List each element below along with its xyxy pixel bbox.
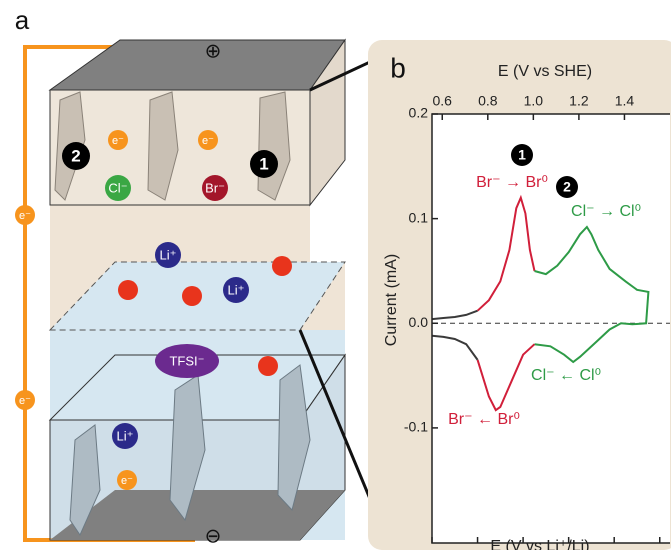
y-tick-label: 0.2 <box>409 105 429 121</box>
plot-area <box>432 114 670 543</box>
annotation: Br⁻ → Br⁰ <box>476 174 548 191</box>
sign: ⊖ <box>205 525 222 547</box>
x2-tick-label: 0.6 <box>433 93 453 109</box>
y-tick-label: 0.0 <box>409 314 429 330</box>
annotation: Cl⁻ → Cl⁰ <box>571 203 641 220</box>
x2-tick-label: 1.4 <box>615 93 635 109</box>
panel-label: a <box>15 5 30 35</box>
annotation: Br⁻ ← Br⁰ <box>448 411 520 428</box>
electron: e⁻ <box>112 135 124 147</box>
sign: ⊕ <box>205 40 222 62</box>
x2-axis-label: E (V vs SHE) <box>498 63 592 80</box>
ion-label: TFSI⁻ <box>169 353 204 368</box>
y-axis-label: Current (mA) <box>383 254 400 346</box>
x2-tick-label: 1.0 <box>524 93 544 109</box>
marker-number: 2 <box>563 179 571 195</box>
electron: e⁻ <box>19 210 31 222</box>
ion-label: Li⁺ <box>160 247 177 262</box>
x2-tick-label: 1.2 <box>569 93 589 109</box>
y-tick-label: 0.1 <box>409 209 429 225</box>
ion-label: Cl⁻ <box>108 180 127 195</box>
annotation: Cl⁻ ← Cl⁰ <box>531 367 601 384</box>
ion-label: Br⁻ <box>205 180 225 195</box>
marker-number: 1 <box>518 147 526 163</box>
x-axis-label: E (V vs Li⁺/Li) <box>490 538 589 550</box>
marker: 2 <box>71 146 80 165</box>
electron: e⁻ <box>19 395 31 407</box>
electron: e⁻ <box>121 475 133 487</box>
electron: e⁻ <box>202 135 214 147</box>
x2-tick-label: 0.8 <box>478 93 498 109</box>
ion-label: Li⁺ <box>117 428 134 443</box>
figure: a ⊕ ⊖ e⁻ e⁻ e⁻ e⁻ e⁻ 2 1 Cl⁻ Br⁻ Li⁺ Li⁺… <box>0 0 671 550</box>
y-tick-label: -0.1 <box>404 419 428 435</box>
ion-label: Li⁺ <box>228 282 245 297</box>
panel-label: b <box>390 52 406 83</box>
marker: 1 <box>259 154 268 173</box>
